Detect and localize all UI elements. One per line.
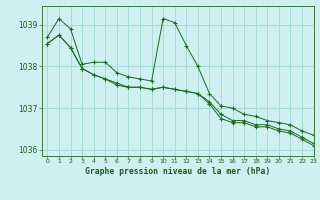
X-axis label: Graphe pression niveau de la mer (hPa): Graphe pression niveau de la mer (hPa) — [85, 167, 270, 176]
